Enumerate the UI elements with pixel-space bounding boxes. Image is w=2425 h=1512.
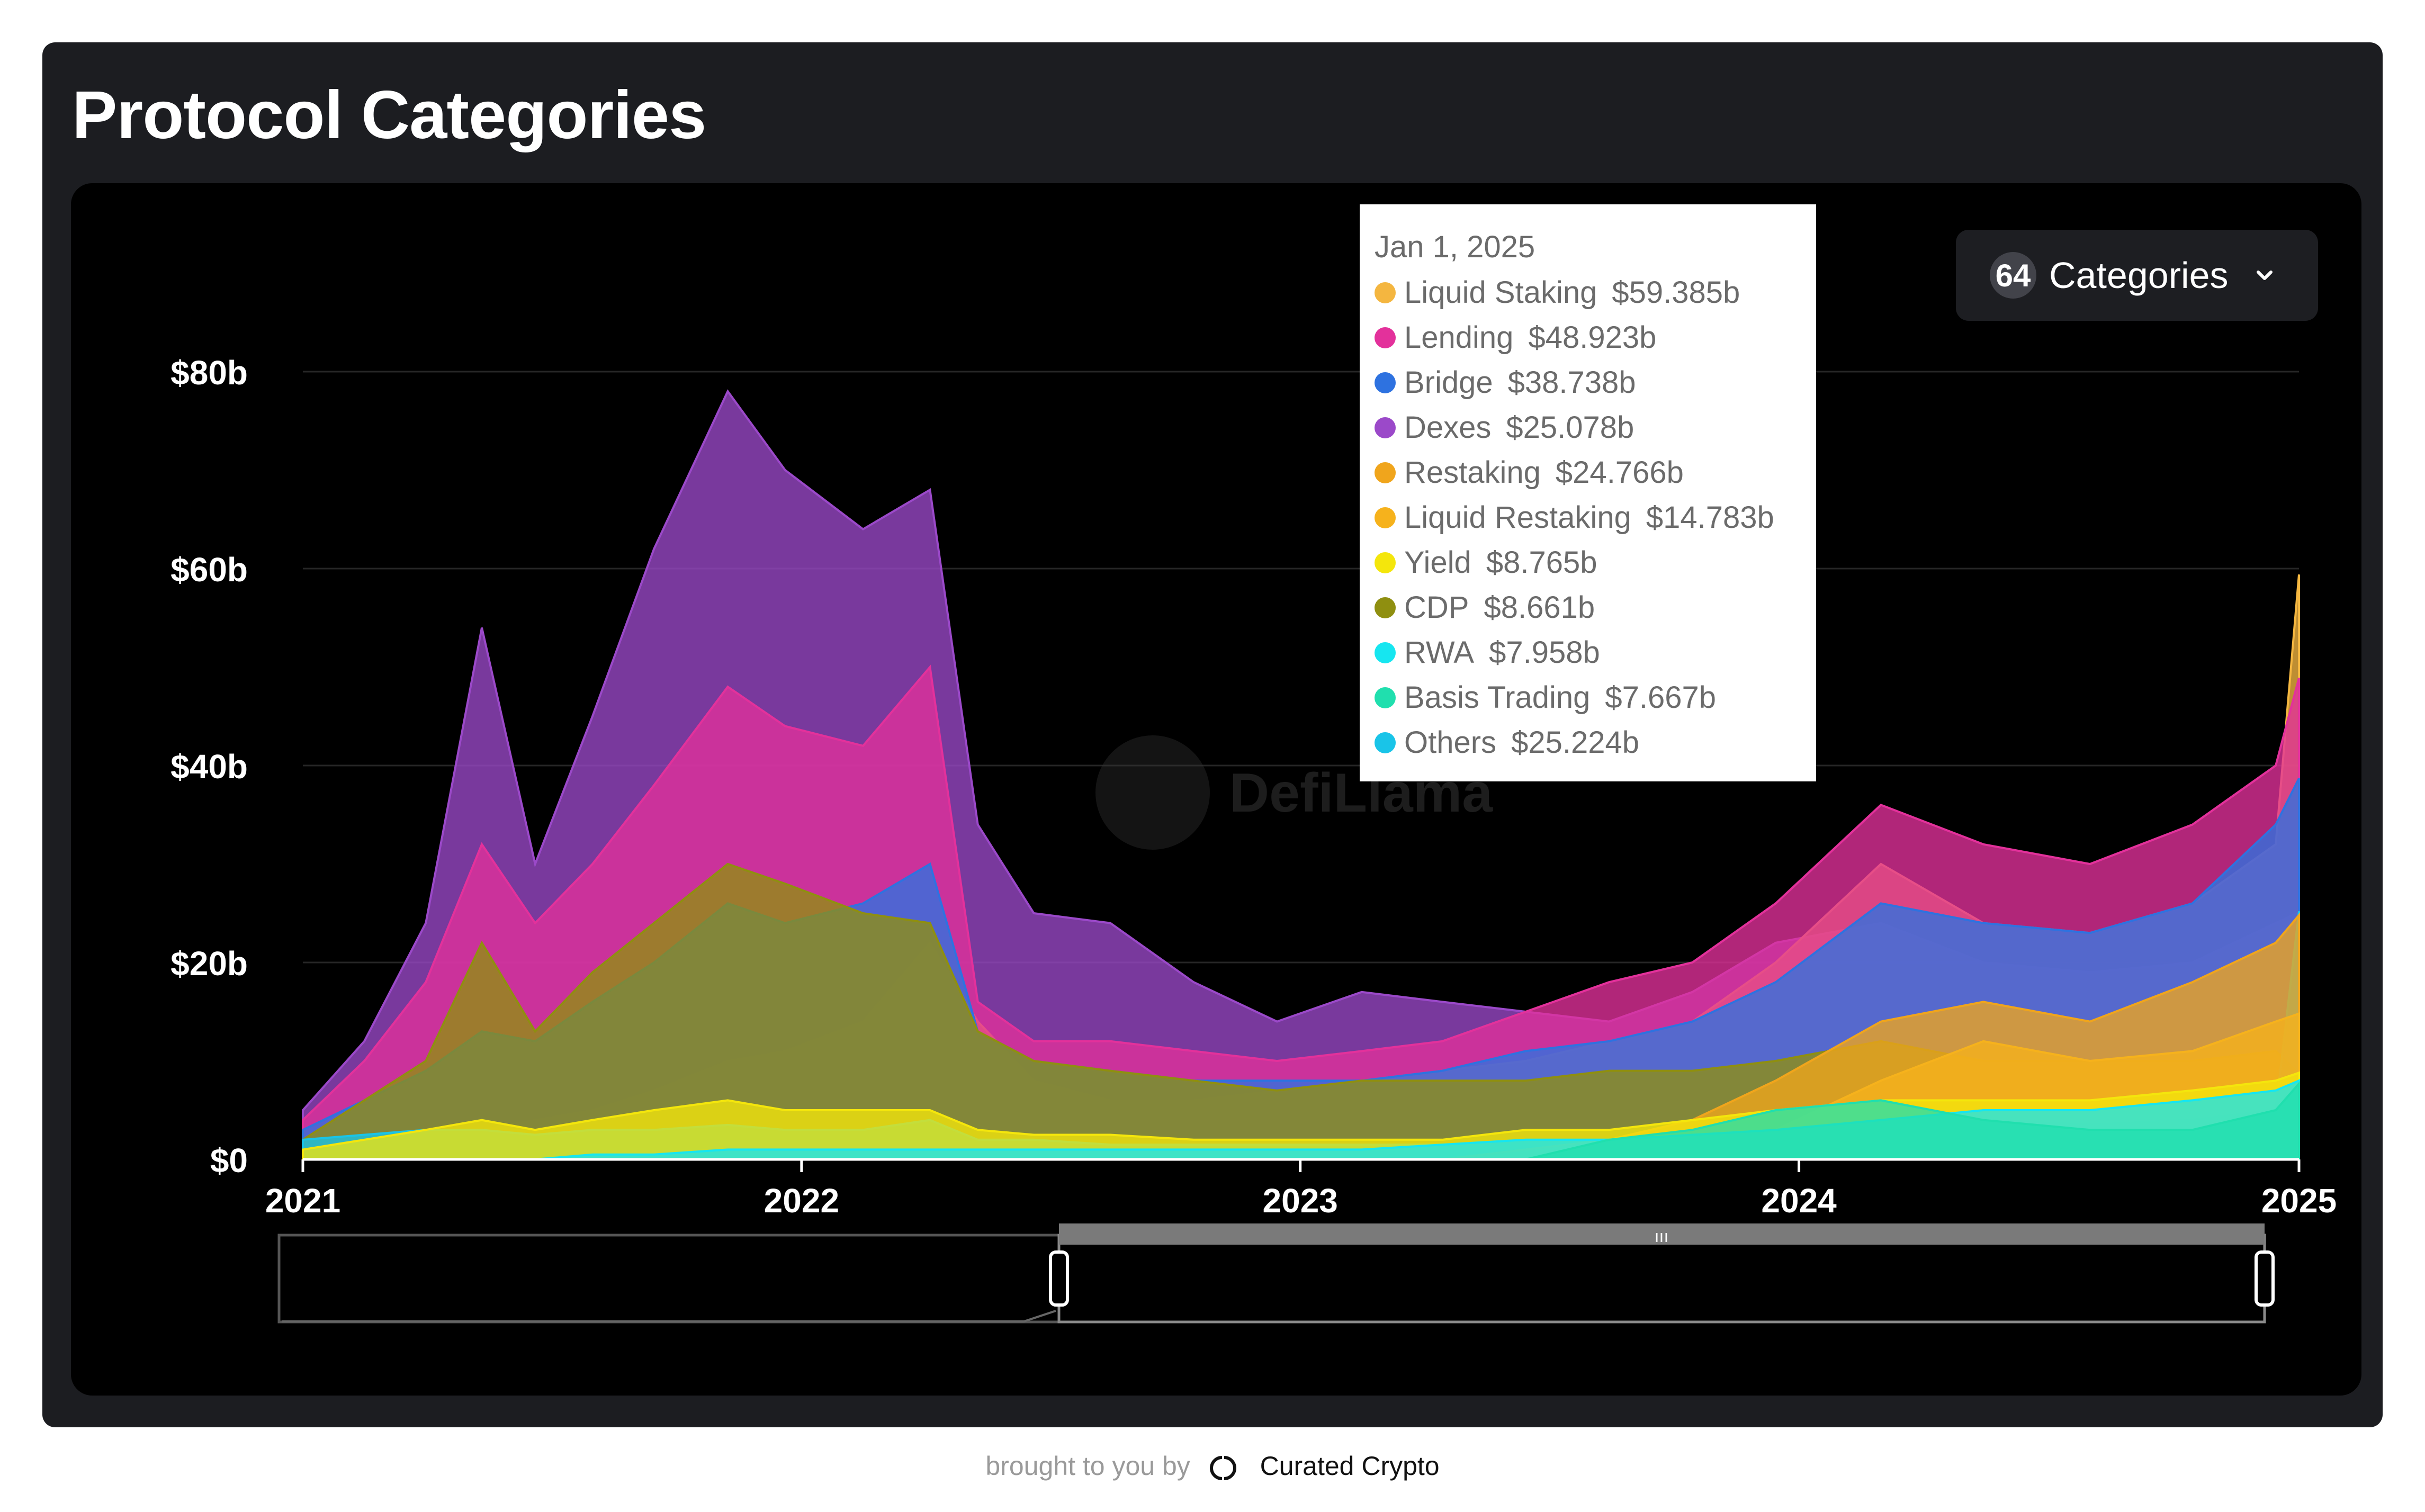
zoom-drag-bar[interactable] [1059,1223,2265,1245]
x-tick-label: 2022 [764,1182,839,1220]
tooltip-row: Yield $8.765b [1375,540,1816,585]
tooltip-series-name: Lending [1404,320,1514,355]
tooltip-series-value: $48.923b [1528,320,1657,355]
tooltip-series-name: Yield [1404,545,1471,580]
chart-card: Protocol Categories DefiLlama $0 $20b $40b… [42,42,2383,1427]
legend-dot-icon [1375,552,1396,573]
tooltip-row: Liquid Restaking $14.783b [1375,495,1816,540]
llama-logo-icon [1095,735,1210,850]
legend-dot-icon [1375,282,1396,303]
tooltip-rows: Liquid Staking $59.385b Lending $48.923b Bri… [1375,270,1816,765]
chart-panel: DefiLlama $0 $20b $40b $60b $80b 2021 2022 2023… [71,183,2361,1396]
tooltip-series-name: Others [1404,725,1497,760]
footer-prefix: brought to you by [985,1451,1190,1481]
footer-brand[interactable]: Curated Crypto [1260,1451,1440,1481]
tooltip-series-value: $25.224b [1511,725,1639,760]
tooltip-series-value: $25.078b [1506,410,1634,445]
legend-dot-icon [1375,372,1396,393]
chevron-down-icon [2252,263,2277,288]
curated-crypto-logo-icon [1209,1455,1236,1480]
tooltip-series-value: $38.738b [1507,365,1636,400]
legend-dot-icon [1375,687,1396,708]
tooltip-row: CDP $8.661b [1375,585,1816,630]
y-tick-label: $80b [170,354,248,392]
zoom-preview-line [282,1310,1056,1322]
tooltip-series-value: $8.765b [1486,545,1597,580]
y-tick-label: $20b [170,944,248,983]
axes: $0 $20b $40b $60b $80b 2021 2022 2023 2024 2025 [170,354,2337,1220]
tooltip-row: Restaking $24.766b [1375,450,1816,495]
footer: brought to you by Curated Crypto [0,1451,2425,1482]
tooltip-series-name: Liquid Staking [1404,275,1597,310]
x-tick-label: 2021 [265,1182,340,1220]
y-tick-label: $0 [210,1141,248,1180]
tooltip-series-name: RWA [1404,635,1475,670]
tooltip-series-name: Bridge [1404,365,1493,400]
x-tick-label: 2024 [1761,1182,1837,1220]
legend-dot-icon [1375,417,1396,438]
tooltip-series-value: $7.667b [1605,680,1717,715]
tooltip-series-value: $14.783b [1646,500,1774,535]
zoom-handle-right[interactable] [2255,1250,2275,1307]
tooltip-series-name: Basis Trading [1404,680,1591,715]
categories-dropdown-button[interactable]: 64 Categories [1956,230,2318,321]
tooltip-row: Others $25.224b [1375,720,1816,765]
zoom-selection[interactable] [1057,1234,2266,1324]
legend-dot-icon [1375,642,1396,663]
zoom-handle-left[interactable] [1049,1250,1069,1307]
tooltip-series-value: $7.958b [1489,635,1600,670]
x-tick-label: 2023 [1263,1182,1338,1220]
tooltip-row: Dexes $25.078b [1375,405,1816,450]
legend-dot-icon [1375,597,1396,618]
legend-dot-icon [1375,462,1396,483]
y-tick-label: $40b [170,748,248,786]
legend-dot-icon [1375,327,1396,348]
tooltip-row: RWA $7.958b [1375,630,1816,675]
tooltip-row: Lending $48.923b [1375,315,1816,360]
tooltip-series-name: Dexes [1404,410,1492,445]
zoom-slider[interactable]: ııı [277,1223,2275,1324]
tooltip-series-name: CDP [1404,590,1469,625]
tooltip-row: Bridge $38.738b [1375,360,1816,405]
y-tick-label: $60b [170,551,248,589]
categories-label: Categories [2049,255,2229,296]
tooltip-series-name: Restaking [1404,455,1541,490]
tooltip-series-name: Liquid Restaking [1404,500,1631,535]
tooltip-row: Liquid Staking $59.385b [1375,270,1816,315]
legend-dot-icon [1375,732,1396,753]
legend-dot-icon [1375,507,1396,528]
categories-count-badge: 64 [1990,252,2036,299]
page-title: Protocol Categories [72,77,706,153]
tooltip-row: Basis Trading $7.667b [1375,675,1816,720]
tooltip-series-value: $8.661b [1484,590,1595,625]
tooltip-date: Jan 1, 2025 [1375,230,1535,264]
chart-tooltip: Jan 1, 2025 Liquid Staking $59.385b Lendin… [1360,204,1816,781]
tooltip-series-value: $59.385b [1612,275,1740,310]
x-tick-label: 2025 [2261,1182,2337,1220]
tooltip-series-value: $24.766b [1555,455,1684,490]
series-areas [302,389,2300,1160]
drag-grip-icon: ııı [1655,1227,1669,1246]
